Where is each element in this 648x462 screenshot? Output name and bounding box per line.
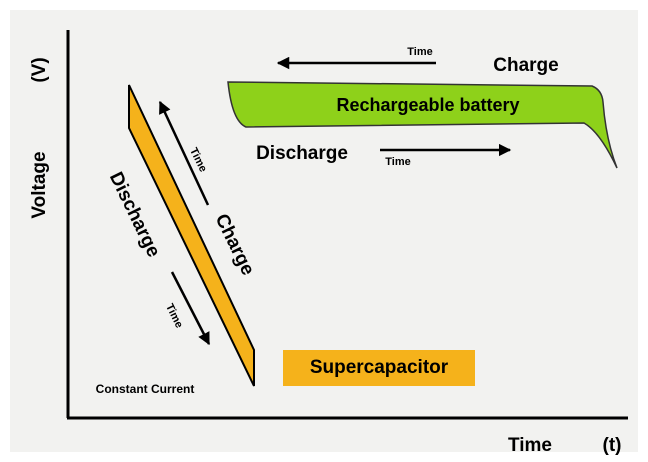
supercap-charge-arrow <box>158 100 210 206</box>
x-axis-unit: (t) <box>603 435 622 456</box>
battery-label: Rechargeable battery <box>336 95 519 115</box>
supercap-discharge-arrow <box>170 271 211 346</box>
supercapacitor-curve <box>128 84 255 387</box>
y-axis-unit: (V) <box>29 57 50 82</box>
constant-current-note: Constant Current <box>96 382 195 396</box>
supercap-label: Supercapacitor <box>310 357 449 378</box>
battery-discharge-time: Time <box>385 156 410 168</box>
y-axis-label: Voltage <box>29 151 50 218</box>
battery-charge-time: Time <box>407 46 432 58</box>
battery-curve <box>227 81 618 169</box>
x-axis-label: Time <box>508 435 552 456</box>
battery-discharge-label: Discharge <box>256 143 348 164</box>
battery-charge-label: Charge <box>493 55 558 76</box>
supercap-label-box <box>283 350 475 386</box>
